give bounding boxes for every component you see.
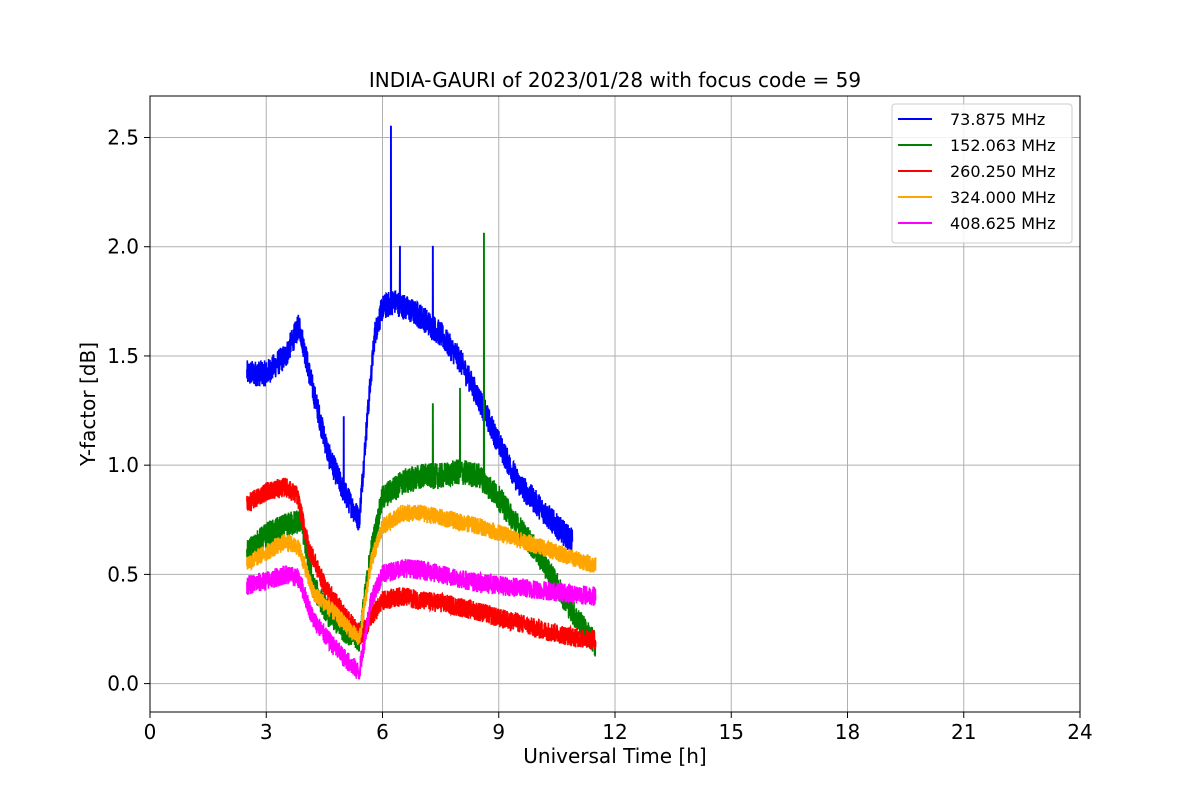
y-tick-label: 2.5 xyxy=(107,126,139,150)
x-tick-label: 21 xyxy=(951,720,976,744)
y-tick-label: 1.5 xyxy=(107,344,139,368)
legend: 73.875 MHz 152.063 MHz 260.250 MHz 324.000 … xyxy=(891,103,1073,244)
legend-entry: 152.063 MHz xyxy=(950,136,1055,155)
series-line-2 xyxy=(246,477,597,651)
legend-box xyxy=(891,103,1073,244)
x-tick-label: 9 xyxy=(492,720,505,744)
y-tick-label: 0.0 xyxy=(107,672,139,696)
y-axis: 0.0 0.5 1.0 1.5 2.0 2.5 xyxy=(107,126,150,696)
x-tick-label: 24 xyxy=(1067,720,1092,744)
x-tick-label: 3 xyxy=(260,720,273,744)
x-tick-label: 0 xyxy=(144,720,157,744)
x-axis: 0 3 6 9 12 15 18 21 24 xyxy=(144,712,1093,744)
legend-entry: 73.875 MHz xyxy=(950,110,1045,129)
legend-entry: 408.625 MHz xyxy=(950,214,1055,233)
legend-entry: 324.000 MHz xyxy=(950,188,1055,207)
legend-entry: 260.250 MHz xyxy=(950,162,1055,181)
series-line-4 xyxy=(246,558,597,680)
plot-area xyxy=(246,125,597,680)
series-line-1 xyxy=(246,232,597,657)
x-tick-label: 18 xyxy=(835,720,860,744)
y-axis-label: Y-factor [dB] xyxy=(76,342,100,467)
series-line-3 xyxy=(246,504,597,646)
x-tick-label: 12 xyxy=(602,720,627,744)
x-tick-label: 6 xyxy=(376,720,389,744)
x-axis-label: Universal Time [h] xyxy=(523,744,706,768)
y-tick-label: 1.0 xyxy=(107,453,139,477)
y-tick-label: 0.5 xyxy=(107,562,139,586)
x-tick-label: 15 xyxy=(719,720,744,744)
chart-title: INDIA-GAURI of 2023/01/28 with focus cod… xyxy=(369,68,861,92)
y-tick-label: 2.0 xyxy=(107,235,139,259)
series-line-0 xyxy=(246,125,574,552)
